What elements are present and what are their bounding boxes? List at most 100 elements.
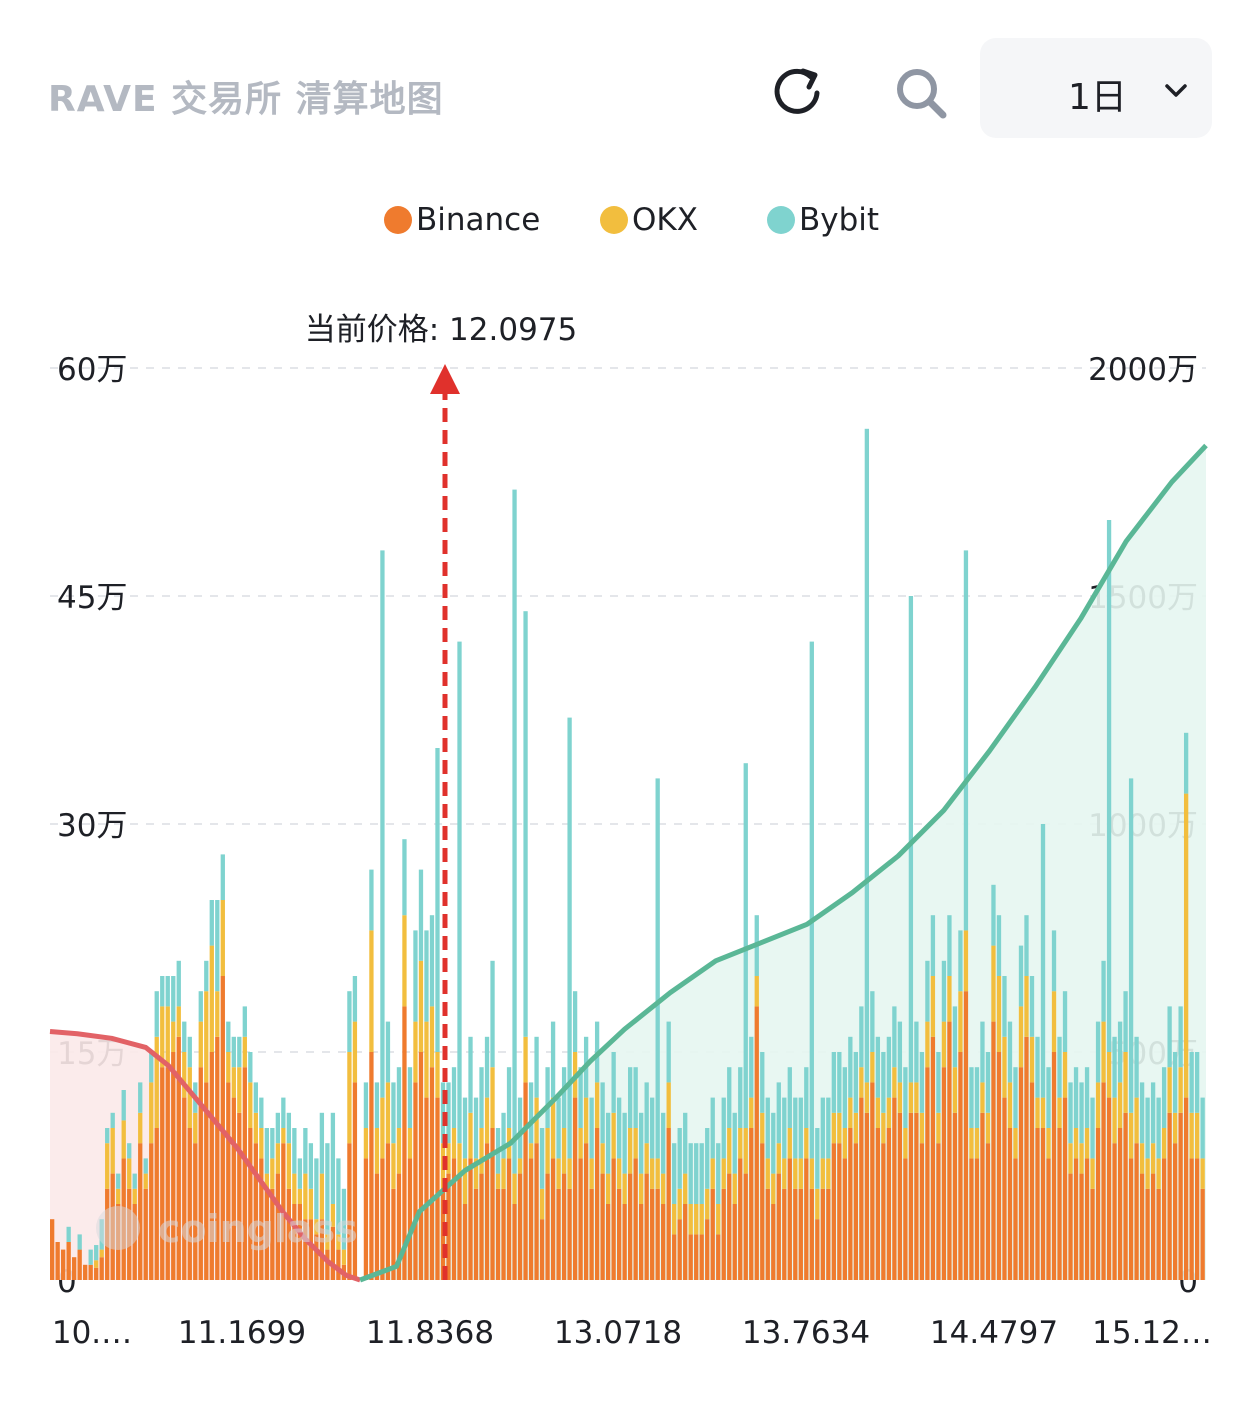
bar-binance <box>374 1173 380 1280</box>
bar-bybit <box>963 550 969 931</box>
bar-okx <box>672 1204 677 1235</box>
bar-binance <box>237 1112 242 1280</box>
bar-bybit <box>143 1158 148 1174</box>
left-axis-tick: 30万 <box>57 808 127 844</box>
bar-okx <box>941 1021 947 1068</box>
refresh-button[interactable] <box>762 58 832 128</box>
bar-okx <box>1183 793 1189 1098</box>
bar-bybit <box>694 1143 699 1204</box>
bar-binance <box>683 1204 688 1280</box>
bar-bybit <box>567 717 572 1159</box>
bar-binance <box>523 1082 528 1280</box>
legend-okx[interactable]: OKX <box>600 198 698 242</box>
bar-okx <box>710 1158 715 1189</box>
bar-okx <box>462 1158 468 1204</box>
bar-bybit <box>782 1097 787 1159</box>
legend-binance[interactable]: Binance <box>384 198 540 242</box>
bar-binance <box>875 1128 881 1280</box>
bar-bybit <box>804 1067 809 1128</box>
bar-okx <box>743 1128 748 1174</box>
bar-okx <box>479 1128 484 1174</box>
bar-okx <box>1161 1128 1167 1159</box>
bar-binance <box>897 1112 903 1280</box>
bar-binance <box>1106 1097 1112 1280</box>
bar-binance <box>754 1006 759 1280</box>
bar-bybit <box>644 1082 649 1144</box>
bar-okx <box>952 1067 958 1113</box>
bar-binance <box>457 1173 462 1280</box>
bar-bybit <box>270 1128 275 1159</box>
bar-binance <box>83 1264 88 1280</box>
bar-bybit <box>1090 1097 1095 1159</box>
bar-binance <box>793 1188 798 1280</box>
bar-bybit <box>633 1067 638 1128</box>
bar-okx <box>919 1112 925 1144</box>
bar-okx <box>859 1067 864 1098</box>
bar-binance <box>1024 1036 1029 1280</box>
bar-bybit <box>1024 915 1029 976</box>
bar-bybit <box>248 1052 253 1083</box>
bar-okx <box>936 1112 941 1144</box>
bar-bybit <box>710 1097 715 1159</box>
bar-binance <box>226 1082 231 1280</box>
bar-bybit <box>88 1249 93 1265</box>
legend-binance-label: Binance <box>416 202 541 238</box>
bar-bybit <box>930 915 936 976</box>
bar-bybit <box>1183 732 1189 794</box>
bar-binance <box>721 1188 726 1280</box>
legend-bybit[interactable]: Bybit <box>767 198 879 242</box>
bar-bybit <box>352 976 358 1022</box>
short-cumulative-line <box>49 1028 361 1283</box>
bar-okx <box>270 1158 275 1189</box>
bar-okx <box>903 1128 908 1159</box>
bar-bybit <box>501 1112 506 1159</box>
bar-bybit <box>1002 976 1007 1037</box>
bar-binance <box>534 1143 539 1280</box>
bar-bybit <box>435 748 440 1052</box>
bar-binance <box>694 1234 699 1280</box>
bar-okx <box>1090 1158 1095 1189</box>
bar-okx <box>248 1082 253 1128</box>
bar-binance <box>154 1128 159 1280</box>
bar-bybit <box>490 960 495 1068</box>
bar-bybit <box>220 854 225 900</box>
bar-okx <box>1117 1082 1123 1128</box>
bar-okx <box>347 1052 352 1144</box>
bar-bybit <box>996 915 1002 976</box>
bar-bybit <box>947 915 952 976</box>
current-price-label: 当前价格: 12.0975 <box>305 312 578 348</box>
bar-bybit <box>429 915 435 1007</box>
bar-bybit <box>402 839 407 916</box>
bar-okx <box>187 1067 192 1128</box>
bar-binance <box>864 1112 870 1280</box>
bar-binance <box>215 1036 220 1280</box>
bar-binance <box>204 1082 209 1280</box>
bar-okx <box>683 1173 688 1204</box>
bar-okx <box>776 1143 781 1174</box>
bar-bybit <box>870 991 875 1052</box>
search-button[interactable] <box>886 58 956 128</box>
x-axis-tick: 14.4797 <box>930 1315 1058 1351</box>
bar-binance <box>435 1097 440 1280</box>
bar-okx <box>226 1052 231 1083</box>
period-select[interactable]: 1日 <box>980 38 1212 138</box>
bar-bybit <box>1156 1097 1161 1159</box>
bar-okx <box>616 1158 622 1189</box>
bar-binance <box>517 1173 523 1280</box>
bar-bybit <box>1051 930 1057 992</box>
bar-okx <box>705 1188 710 1220</box>
bar-bybit <box>154 991 159 1037</box>
bar-binance <box>567 1188 572 1280</box>
bar-binance <box>1007 1128 1013 1280</box>
refresh-icon <box>774 68 820 114</box>
bar-bybit <box>1035 1036 1040 1098</box>
bar-bybit <box>605 1112 611 1174</box>
bar-bybit <box>1172 1052 1178 1113</box>
bar-okx <box>787 1128 792 1159</box>
bar-okx <box>215 991 220 1037</box>
bar-bybit <box>1046 1067 1051 1128</box>
bar-binance <box>1183 1097 1189 1280</box>
bar-bybit <box>325 1143 330 1235</box>
bar-bybit <box>864 428 870 1083</box>
bar-bybit <box>253 1082 258 1113</box>
